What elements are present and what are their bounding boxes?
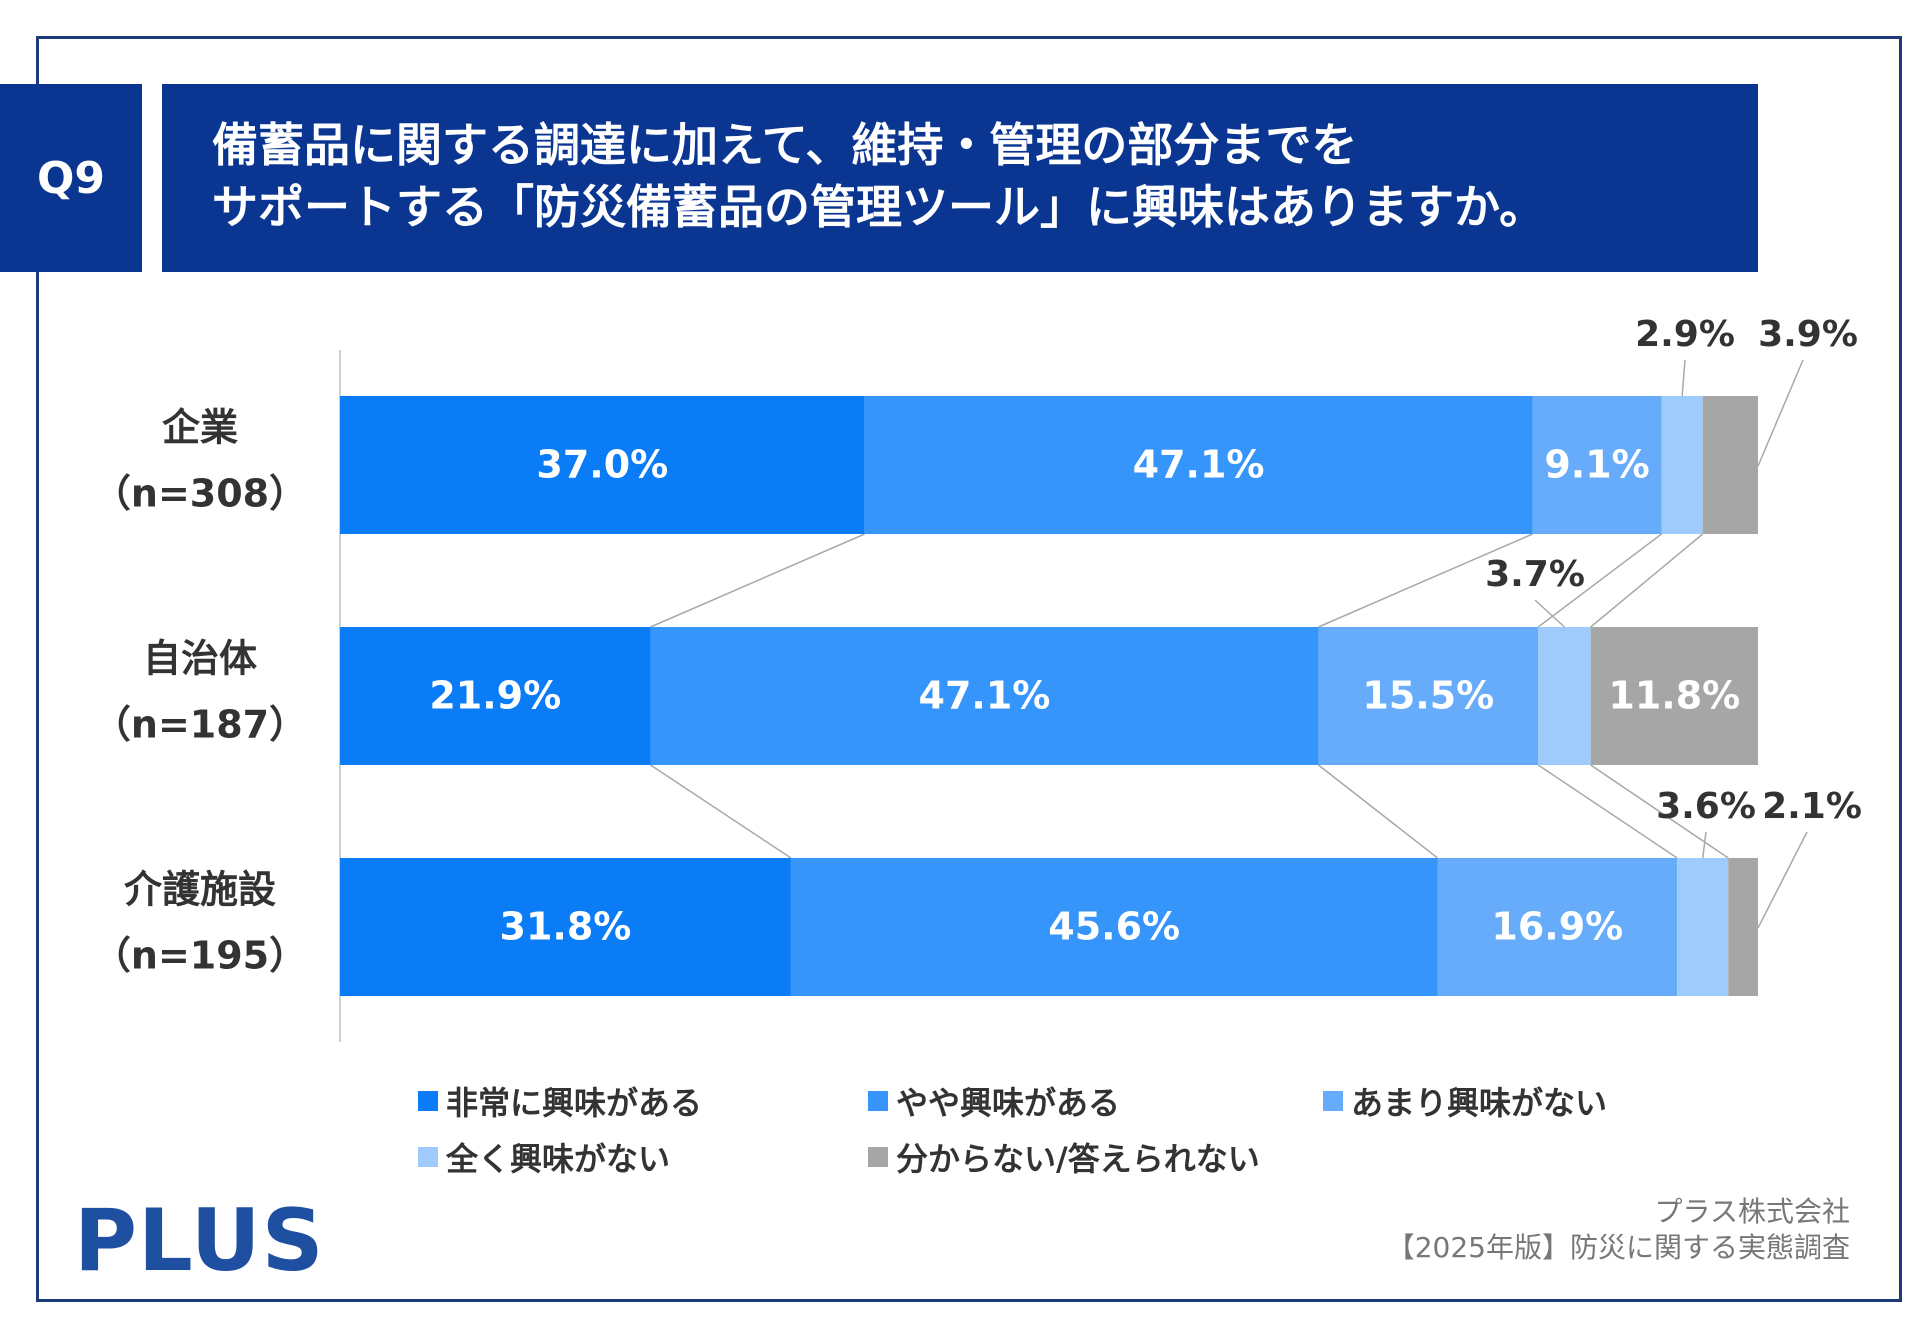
category-label: 企業 bbox=[162, 406, 238, 450]
leader-line bbox=[1681, 359, 1686, 397]
bar-segment bbox=[1590, 627, 1758, 765]
connector-line bbox=[1537, 533, 1663, 628]
legend-item-not-interested: 全く興味がない bbox=[418, 1134, 670, 1180]
legend-item-unknown: 分からない/答えられない bbox=[868, 1134, 1260, 1180]
question-title-line2: サポートする「防災備蓄品の管理ツール」に興味はありますか。 bbox=[212, 180, 1546, 234]
leader-line bbox=[1757, 831, 1808, 929]
bar-value-label: 21.9% bbox=[429, 674, 561, 718]
question-title: 備蓄品に関する調達に加えて、維持・管理の部分までを サポートする「防災備蓄品の管… bbox=[162, 84, 1758, 272]
source-survey: 【2025年版】防災に関する実態調査 bbox=[1386, 1231, 1850, 1264]
bar-value-label: 31.8% bbox=[500, 905, 632, 949]
leader-line bbox=[1701, 831, 1707, 859]
legend-label: 分からない/答えられない bbox=[896, 1140, 1260, 1178]
bar-segment bbox=[864, 396, 1533, 534]
bar-segment bbox=[1318, 627, 1539, 765]
leader-line bbox=[1534, 599, 1565, 628]
bar-value-label-outside: 3.9% bbox=[1758, 314, 1858, 355]
legend-label: やや興味がある bbox=[896, 1084, 1121, 1122]
bar-segment bbox=[340, 627, 651, 765]
bar-segment bbox=[1702, 396, 1758, 534]
bar-value-label: 45.6% bbox=[1048, 905, 1180, 949]
bar-value-label: 16.9% bbox=[1491, 905, 1623, 949]
legend-item-very-interested: 非常に興味がある bbox=[418, 1078, 702, 1124]
bar-value-label-outside: 3.6% bbox=[1656, 786, 1756, 827]
legend-item-somewhat-interested: やや興味がある bbox=[868, 1078, 1120, 1124]
bar-segment bbox=[1437, 858, 1678, 996]
connector-line bbox=[650, 764, 792, 859]
category-n-label: （n=187） bbox=[93, 703, 307, 747]
bar-value-label: 11.8% bbox=[1608, 674, 1740, 718]
plus-logo: PLUS bbox=[74, 1191, 325, 1291]
legend: 非常に興味がある やや興味がある あまり興味がない 全く興味がない 分からない/… bbox=[418, 1078, 1818, 1198]
bar-value-label: 37.0% bbox=[536, 443, 668, 487]
bar-value-label: 15.5% bbox=[1362, 674, 1494, 718]
bar-value-label-outside: 3.7% bbox=[1485, 554, 1585, 595]
category-n-label: （n=195） bbox=[93, 934, 307, 978]
bar-value-label-outside: 2.9% bbox=[1635, 314, 1735, 355]
question-title-line1: 備蓄品に関する調達に加えて、維持・管理の部分までを bbox=[212, 118, 1358, 172]
connector-line bbox=[650, 533, 865, 628]
bar-value-label-outside: 2.1% bbox=[1762, 786, 1862, 827]
outer-frame bbox=[36, 36, 1902, 1302]
connector-line bbox=[1537, 764, 1678, 859]
source-company: プラス株式会社 bbox=[1654, 1195, 1850, 1228]
category-label: 介護施設 bbox=[124, 868, 276, 912]
legend-label: 全く興味がない bbox=[446, 1140, 671, 1178]
bar-value-label: 47.1% bbox=[919, 674, 1051, 718]
legend-swatch bbox=[868, 1091, 888, 1111]
bar-value-label: 47.1% bbox=[1133, 443, 1265, 487]
connector-line bbox=[1317, 764, 1438, 859]
bar-segment bbox=[340, 858, 791, 996]
question-badge: Q9 bbox=[0, 84, 142, 272]
legend-label: あまり興味がない bbox=[1351, 1084, 1608, 1122]
category-n-label: （n=308） bbox=[93, 472, 307, 516]
bar-segment bbox=[1661, 396, 1703, 534]
bar-segment bbox=[790, 858, 1438, 996]
legend-swatch bbox=[868, 1147, 888, 1167]
legend-label: 非常に興味がある bbox=[446, 1084, 703, 1122]
connector-line bbox=[1590, 533, 1704, 628]
legend-swatch bbox=[418, 1147, 438, 1167]
legend-item-not-very-interested: あまり興味がない bbox=[1323, 1078, 1607, 1124]
bar-segment bbox=[1538, 627, 1591, 765]
bar-value-label: 9.1% bbox=[1544, 443, 1649, 487]
source-note: プラス株式会社 【2025年版】防災に関する実態調査 bbox=[1387, 1194, 1850, 1266]
leader-line bbox=[1757, 359, 1804, 467]
bar-segment bbox=[650, 627, 1319, 765]
legend-swatch bbox=[418, 1091, 438, 1111]
legend-swatch bbox=[1323, 1091, 1343, 1111]
bar-segment bbox=[1728, 858, 1758, 996]
bar-segment bbox=[1532, 396, 1662, 534]
connector-line bbox=[1318, 533, 1533, 628]
bar-segment bbox=[340, 396, 865, 534]
bar-segment bbox=[1677, 858, 1729, 996]
category-label: 自治体 bbox=[143, 637, 257, 681]
